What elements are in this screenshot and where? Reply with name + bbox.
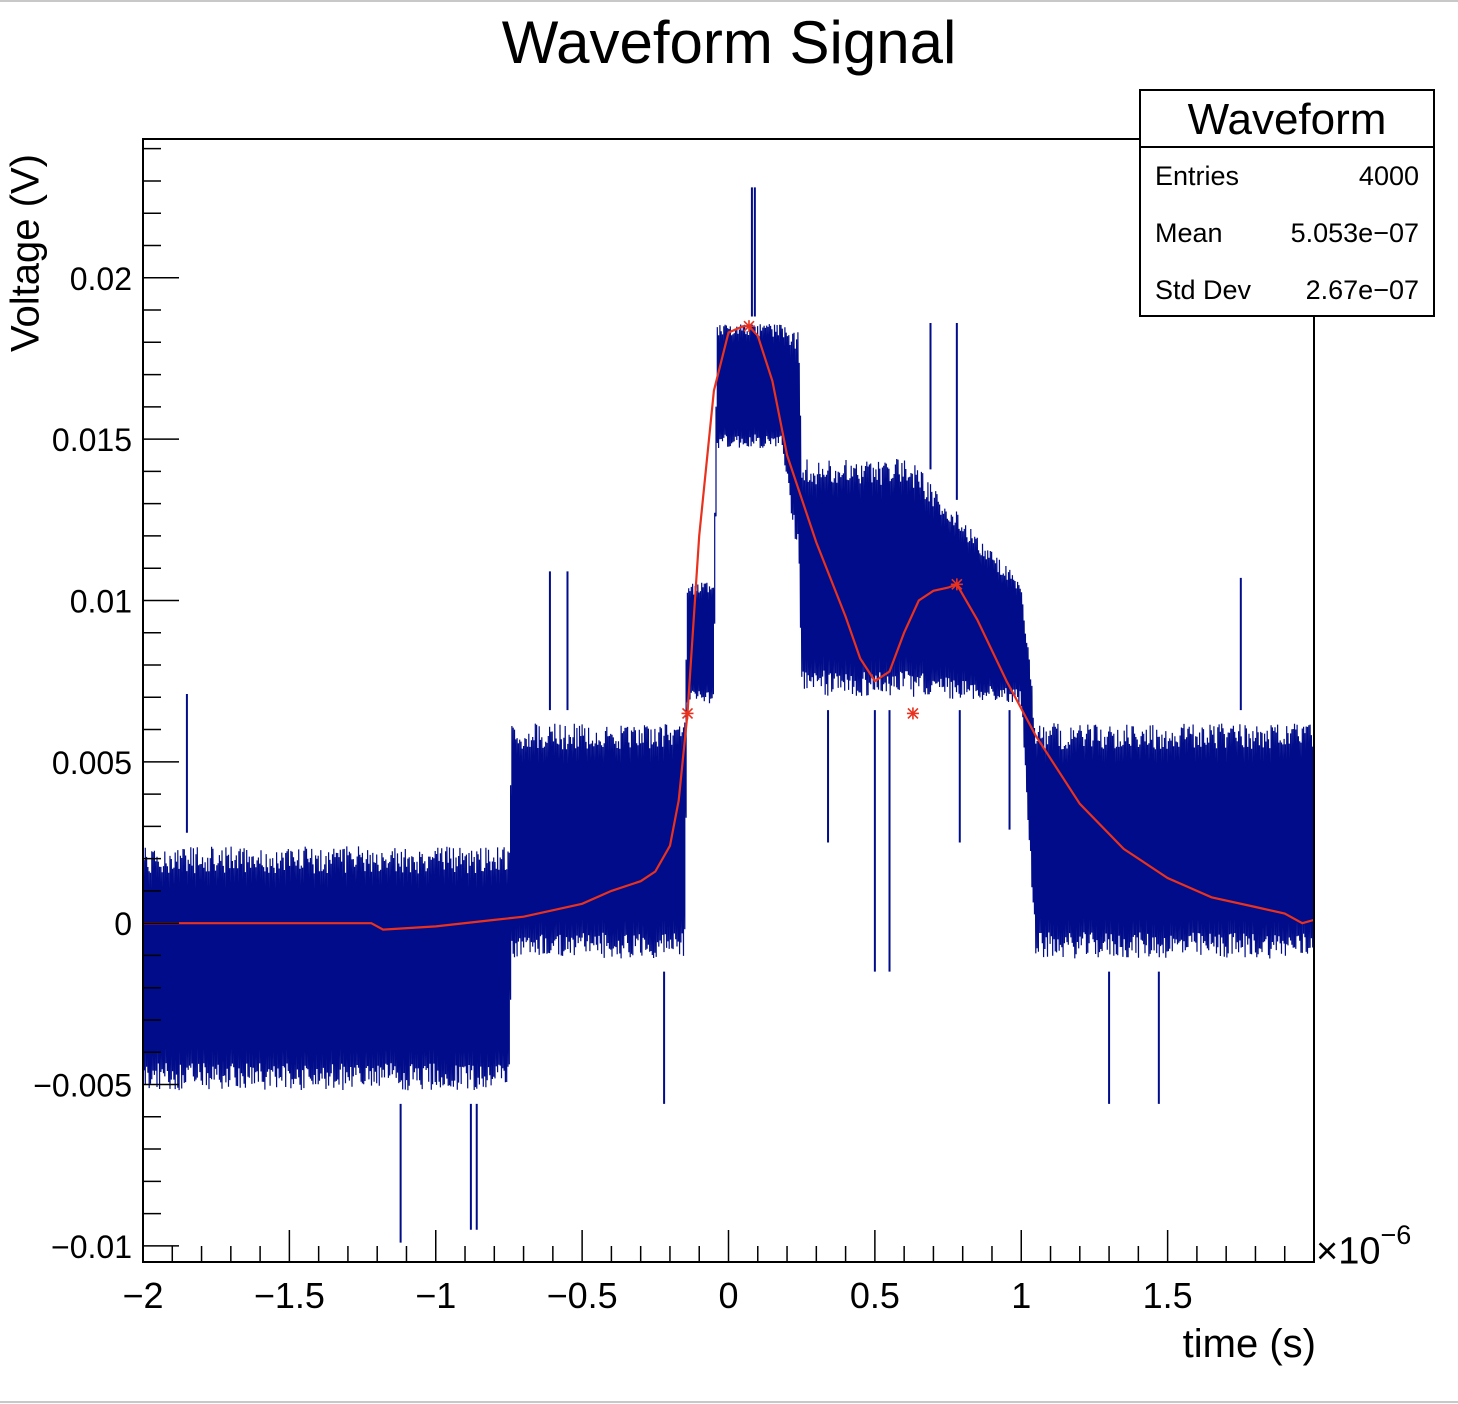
y-axis-label-box: Voltage (V) (3, 138, 48, 368)
y-tick-label: 0.015 (52, 422, 132, 458)
stats-label: Std Dev (1155, 275, 1252, 305)
x-tick-label: −2 (122, 1275, 163, 1316)
stats-value: 2.67e−07 (1305, 275, 1419, 305)
peak-marker (950, 578, 963, 591)
stats-label: Entries (1155, 161, 1240, 191)
marker-stroke (743, 320, 755, 332)
x-tick-label: −1.5 (254, 1275, 325, 1316)
stats-row-entries: Entries 4000 (1141, 148, 1433, 205)
stats-label: Mean (1155, 218, 1223, 248)
x-axis-label: time (s) (1182, 1322, 1316, 1366)
smoothed-series-line (143, 325, 1314, 931)
y-tick-label: 0.02 (70, 261, 132, 297)
y-tick-label: 0.005 (52, 745, 132, 781)
x-axis-exponent: ×10−6 (1316, 1220, 1411, 1274)
peak-marker (906, 707, 919, 720)
peak-marker (742, 320, 755, 333)
x-tick-label: −0.5 (547, 1275, 618, 1316)
x-tick-label: 1.5 (1143, 1275, 1193, 1316)
marker-stroke (907, 707, 919, 719)
y-tick-label: 0.01 (70, 583, 132, 619)
chart-title: Waveform Signal (501, 9, 957, 76)
stats-box: Waveform Entries 4000 Mean 5.053e−07 Std D… (1139, 89, 1435, 317)
peak-marker (681, 707, 694, 720)
stats-title: Waveform (1141, 91, 1433, 148)
x-tick-label: 0.5 (850, 1275, 900, 1316)
waveform-series (143, 324, 1314, 1091)
x-tick-label: 1 (1011, 1275, 1031, 1316)
x-exponent-power: −6 (1380, 1220, 1412, 1250)
x-exponent-base: ×10 (1316, 1230, 1381, 1273)
stats-row-mean: Mean 5.053e−07 (1141, 205, 1433, 262)
axes: −2 −1.5 −1 −0.5 0 0.5 1 1.5 0.02 0.015 0.01 0.005 0 −… (33, 147, 1286, 1316)
x-tick-label: −1 (415, 1275, 456, 1316)
plot-area (143, 187, 1314, 1243)
marker-stroke (951, 578, 963, 590)
marker-stroke (681, 707, 694, 719)
y-tick-label: −0.01 (51, 1229, 132, 1265)
stats-row-stddev: Std Dev 2.67e−07 (1141, 262, 1433, 319)
stats-value: 4000 (1358, 161, 1419, 191)
y-tick-label: 0 (114, 906, 132, 942)
y-tick-label: −0.005 (33, 1068, 132, 1104)
y-axis-label: Voltage (V) (3, 154, 48, 352)
stats-value: 5.053e−07 (1290, 218, 1419, 248)
x-tick-label: 0 (718, 1275, 738, 1316)
